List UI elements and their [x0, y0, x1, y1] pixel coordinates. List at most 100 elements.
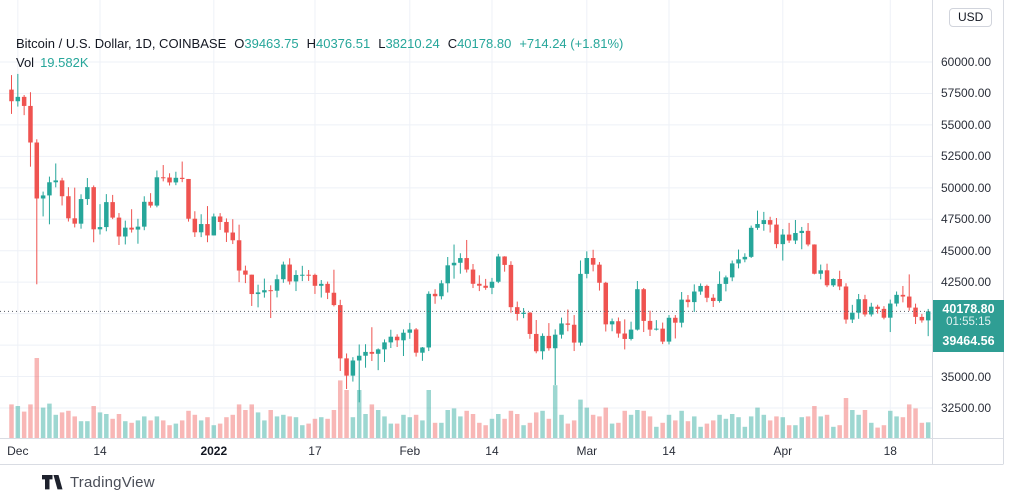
volume-bar	[192, 414, 198, 438]
price-tick-label: 32500.00	[941, 401, 992, 415]
volume-bar	[812, 406, 817, 438]
last-price-value: 40178.80	[942, 302, 995, 316]
price-axis[interactable]: USD 60000.00 57500.00 55000.00 52500.00 5000…	[932, 0, 1012, 465]
candle-body	[337, 305, 343, 359]
candle-body	[850, 312, 855, 320]
volume-bar	[287, 416, 292, 438]
volume-bar	[527, 422, 533, 438]
candle-wick	[257, 284, 259, 308]
candle-body	[274, 279, 280, 291]
candle-body	[85, 187, 90, 200]
volume-bar	[230, 414, 236, 438]
volume-bar	[72, 416, 77, 438]
volume-bar	[160, 420, 166, 438]
volume-bar	[515, 414, 520, 438]
currency-toggle-button[interactable]: USD	[949, 8, 993, 27]
candle-wick	[162, 165, 164, 182]
volume-bar	[344, 390, 349, 438]
candle-body	[28, 105, 33, 143]
price-tick-label: 47500.00	[941, 212, 992, 227]
candle-body	[767, 220, 773, 225]
symbol-title[interactable]: Bitcoin / U.S. Dollar, 1D, COINBASE	[16, 36, 227, 51]
candle-body	[205, 224, 210, 236]
candle-wick	[17, 73, 19, 107]
candle-wick	[99, 204, 101, 235]
volume-bar	[496, 414, 501, 438]
candle-body	[578, 273, 583, 343]
candle-wick	[756, 210, 758, 230]
volume-bar	[262, 420, 267, 438]
candle-wick	[434, 289, 436, 304]
candle-wick	[788, 222, 790, 243]
volume-bar	[622, 410, 627, 438]
candle-wick	[42, 191, 44, 217]
candle-body	[135, 226, 141, 230]
candle-body	[66, 196, 71, 219]
volume-bar	[123, 421, 128, 438]
candle-body	[173, 177, 179, 183]
volume-bar	[774, 416, 779, 438]
volume-bar	[647, 416, 653, 438]
candle-body	[167, 177, 172, 183]
volume-bar	[243, 410, 248, 438]
candle-body	[312, 274, 318, 286]
volume-bar	[28, 404, 33, 438]
candle-body	[906, 296, 912, 308]
volume-bar	[337, 380, 343, 438]
volume-bar	[53, 414, 59, 438]
candle-body	[148, 201, 153, 206]
candle-body	[685, 299, 691, 303]
volume-bar	[609, 423, 615, 438]
candle-body	[110, 202, 115, 218]
volume-bar	[217, 423, 223, 438]
candle-wick	[358, 344, 360, 403]
volume-bar	[104, 414, 109, 438]
candle-body	[281, 264, 286, 280]
candle-body	[306, 274, 311, 276]
candle-body	[15, 96, 21, 102]
volume-bar	[110, 418, 115, 438]
candle-body	[641, 289, 646, 321]
candle-body	[660, 328, 665, 342]
candle-body	[900, 294, 906, 297]
prev-close-badge: 39464.56	[933, 331, 1004, 352]
tradingview-logo[interactable]: TradingView	[42, 474, 155, 491]
candle-wick	[459, 253, 461, 274]
candle-body	[869, 306, 874, 315]
volume-bar	[179, 420, 185, 438]
candle-body	[729, 263, 735, 278]
candle-body	[780, 234, 786, 245]
candle-body	[654, 328, 659, 330]
candle-wick	[270, 285, 272, 319]
time-axis[interactable]: Dec 14 2022 17 Feb 14 Mar 14 Apr 18	[0, 439, 1003, 465]
volume-bar	[628, 414, 634, 438]
volume-bar	[154, 416, 160, 438]
candle-body	[477, 283, 482, 286]
candle-body	[319, 283, 324, 286]
volume-bar	[59, 412, 65, 438]
volume-bar	[236, 404, 242, 438]
candle-body	[262, 290, 267, 293]
volume-bar	[704, 423, 710, 438]
volume-bar	[413, 414, 419, 438]
volume-bar	[451, 408, 457, 438]
candle-body	[742, 256, 748, 260]
volume-bar	[559, 414, 564, 438]
candle-body	[53, 180, 59, 183]
volume-bar	[869, 422, 874, 438]
candle-body	[919, 316, 925, 321]
volume-bar	[40, 407, 46, 438]
candle-body	[116, 217, 122, 237]
volume-bar	[97, 412, 103, 438]
volume-bar	[578, 399, 583, 438]
volume-bar	[856, 414, 861, 438]
candle-body	[755, 224, 760, 228]
volume-bar	[47, 403, 52, 438]
volume-bar	[837, 425, 842, 438]
candle-body	[287, 264, 292, 282]
candle-wick	[485, 278, 487, 290]
candle-wick	[181, 161, 183, 183]
candle-wick	[232, 219, 234, 245]
time-tick-label: Mar	[576, 444, 598, 458]
